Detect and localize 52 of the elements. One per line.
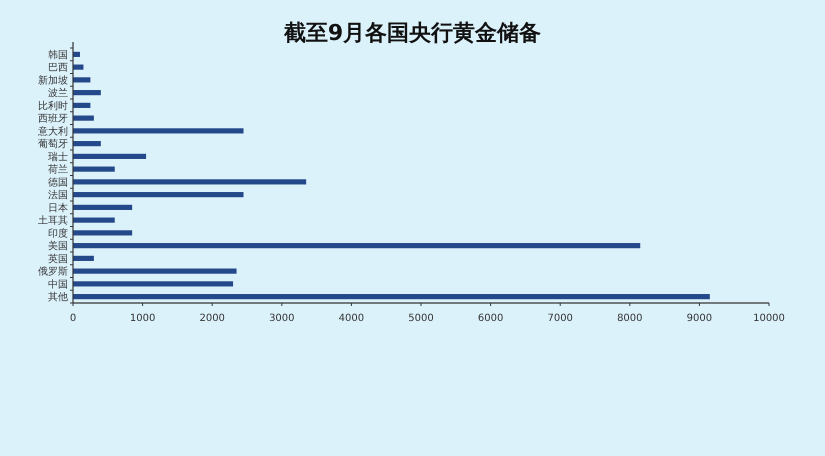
y-tick-label: 意大利 bbox=[37, 125, 68, 138]
y-tick-label: 韩国 bbox=[48, 48, 68, 61]
y-tick-label: 葡萄牙 bbox=[38, 138, 68, 150]
x-tick-label: 3000 bbox=[269, 313, 295, 324]
bar bbox=[73, 204, 132, 210]
x-tick-label: 9000 bbox=[686, 313, 712, 324]
y-tick-label: 西班牙 bbox=[38, 112, 68, 125]
y-tick-label: 其他 bbox=[48, 291, 68, 304]
bar bbox=[73, 179, 306, 184]
x-tick-label: 7000 bbox=[547, 313, 573, 324]
bar bbox=[73, 230, 132, 236]
x-tick-label: 2000 bbox=[199, 313, 225, 324]
bar bbox=[73, 268, 237, 274]
bar bbox=[73, 64, 84, 70]
y-tick-label: 荷兰 bbox=[48, 164, 68, 176]
x-tick-label: 10000 bbox=[753, 313, 785, 324]
y-tick-label: 瑞士 bbox=[48, 150, 68, 163]
y-tick-label: 巴西 bbox=[48, 62, 68, 74]
y-tick-label: 俄罗斯 bbox=[38, 266, 68, 278]
bar bbox=[73, 141, 101, 146]
x-tick-label: 5000 bbox=[408, 313, 434, 324]
bar bbox=[73, 90, 101, 96]
bar bbox=[73, 192, 244, 198]
bar bbox=[73, 281, 234, 286]
bar bbox=[73, 243, 640, 248]
bar bbox=[73, 256, 94, 261]
bar bbox=[73, 52, 80, 57]
y-tick-label: 英国 bbox=[48, 252, 68, 265]
x-tick-label: 1000 bbox=[130, 313, 156, 324]
y-tick-label: 波兰 bbox=[48, 87, 68, 100]
bar bbox=[73, 116, 94, 121]
x-tick-label: 8000 bbox=[617, 313, 643, 324]
bar bbox=[73, 128, 244, 134]
x-tick-label: 0 bbox=[70, 313, 76, 324]
y-tick-label: 日本 bbox=[48, 202, 68, 214]
y-tick-label: 印度 bbox=[48, 227, 68, 240]
y-tick-label: 新加坡 bbox=[38, 74, 68, 86]
y-tick-label: 土耳其 bbox=[38, 214, 68, 227]
y-tick-label: 比利时 bbox=[38, 100, 68, 112]
bar bbox=[73, 294, 710, 300]
bar bbox=[73, 218, 115, 223]
y-tick-label: 美国 bbox=[48, 240, 68, 252]
y-tick-label: 中国 bbox=[48, 278, 68, 290]
bar bbox=[73, 102, 90, 108]
x-tick-label: 4000 bbox=[338, 313, 364, 324]
bar bbox=[73, 166, 115, 172]
chart-title: 截至9月各国央行黄金储备 bbox=[282, 21, 542, 46]
bar bbox=[73, 154, 146, 159]
bar bbox=[73, 77, 90, 82]
y-tick-label: 德国 bbox=[48, 177, 68, 188]
x-tick-label: 6000 bbox=[478, 313, 504, 324]
y-tick-label: 法国 bbox=[48, 189, 68, 202]
